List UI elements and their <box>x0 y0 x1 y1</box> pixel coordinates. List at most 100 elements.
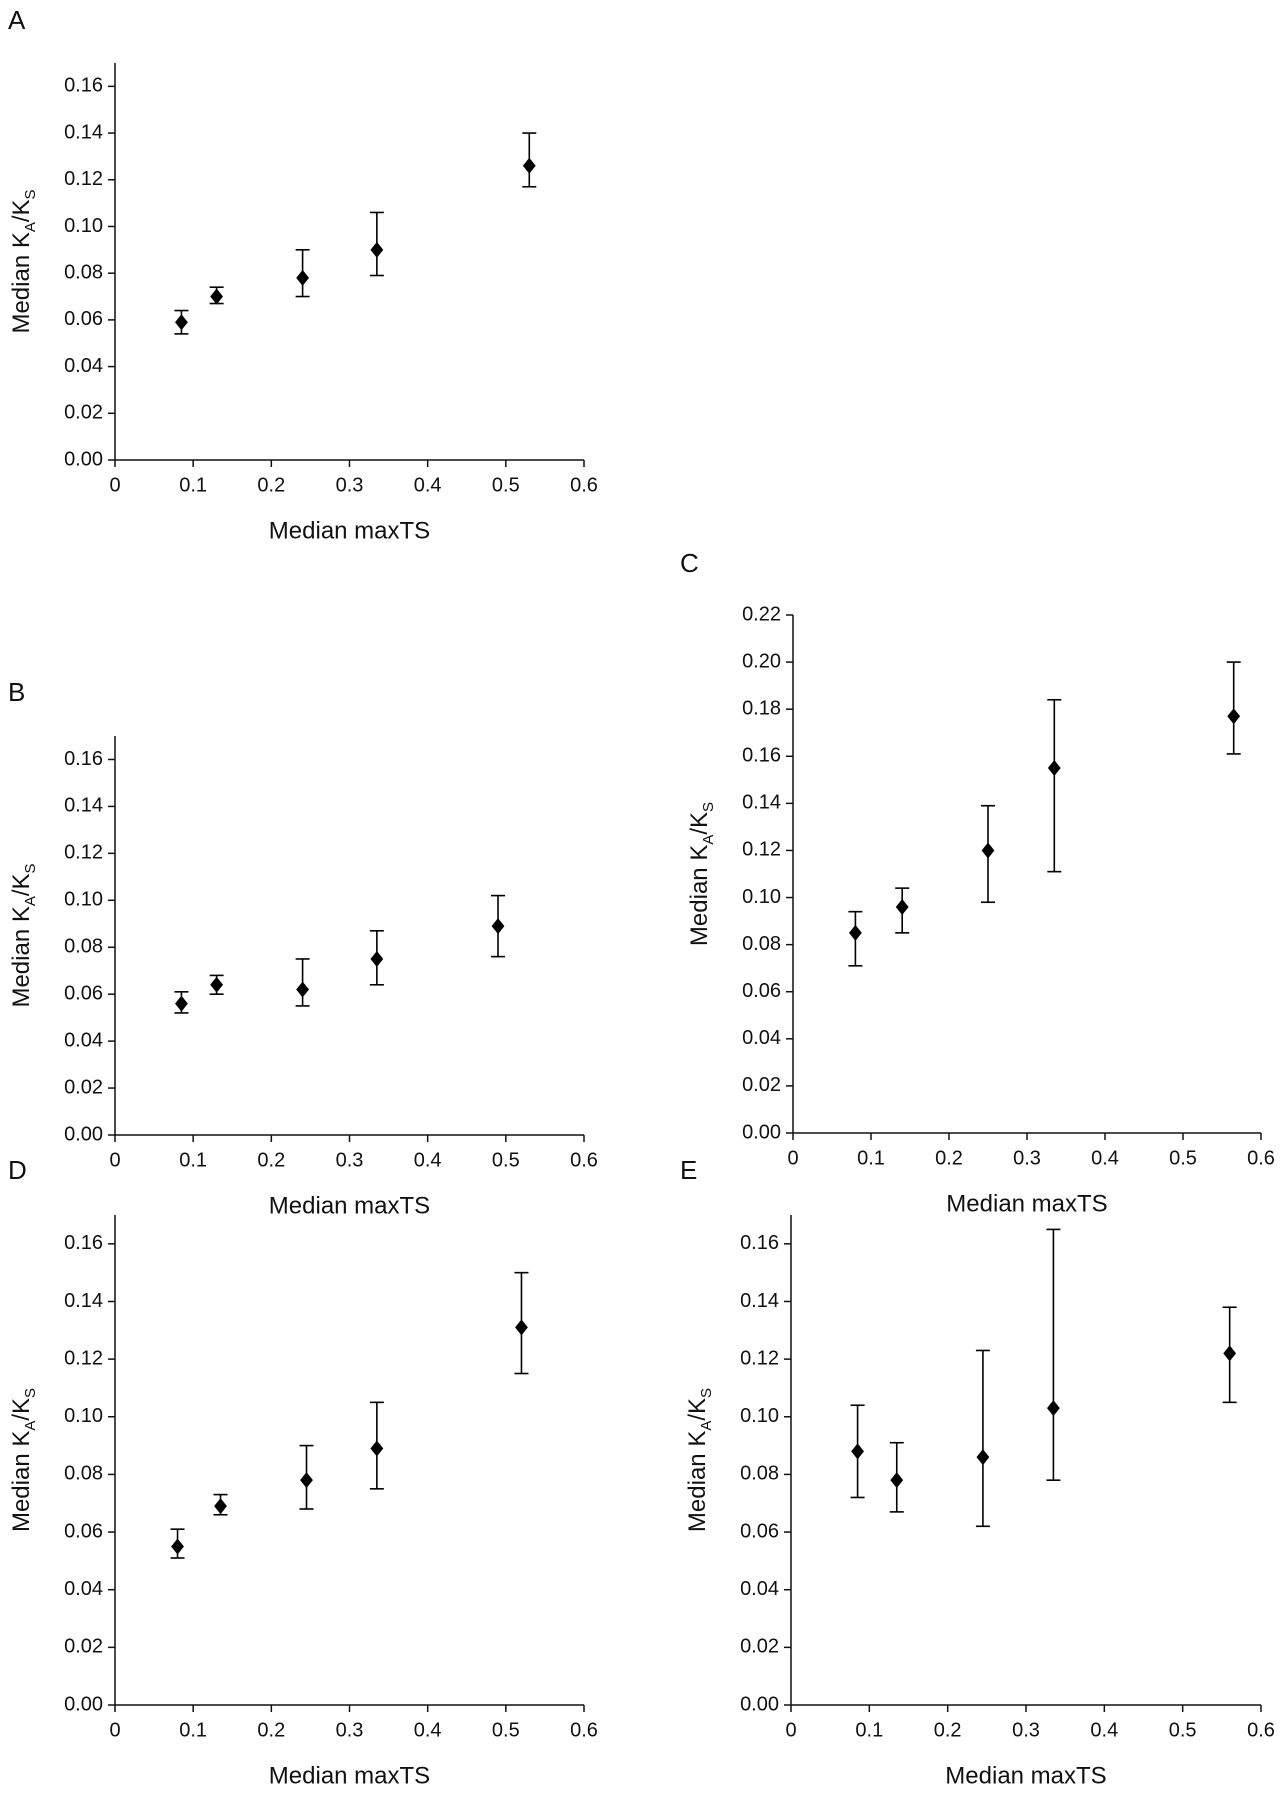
marker <box>210 976 224 993</box>
y-tick-label: 0.04 <box>742 1027 781 1049</box>
y-axis-title-subscript: A <box>700 835 717 845</box>
marker <box>890 1472 904 1489</box>
y-tick-label: 0.00 <box>64 448 103 470</box>
marker <box>175 314 188 331</box>
marker <box>370 241 384 258</box>
x-tick-label: 0.4 <box>414 1719 442 1741</box>
y-tick-label: 0.14 <box>64 1290 103 1312</box>
x-tick-label: 0 <box>109 1149 120 1171</box>
x-axis-title: Median maxTS <box>945 1762 1106 1789</box>
y-tick-label: 0.10 <box>64 889 103 911</box>
y-tick-label: 0.00 <box>742 1121 781 1143</box>
marker <box>1047 760 1061 777</box>
marker <box>522 157 536 174</box>
y-axis-title-part: /K <box>8 1398 35 1421</box>
y-axis-title-part: Median K <box>8 1431 35 1532</box>
x-tick-label: 0.4 <box>1091 1147 1119 1169</box>
x-tick-label: 0 <box>109 474 120 496</box>
y-tick-label: 0.08 <box>740 1463 779 1485</box>
y-axis-title: Median KA/KS <box>8 1388 39 1532</box>
y-axis-title: Median KA/KS <box>684 1388 715 1532</box>
x-tick-label: 0 <box>109 1719 120 1741</box>
x-tick-label: 0.5 <box>492 1149 520 1171</box>
y-tick-label: 0.14 <box>740 1290 779 1312</box>
marker <box>851 1443 864 1460</box>
y-axis-title-part: Median K <box>8 906 35 1007</box>
y-tick-label: 0.10 <box>64 1405 103 1427</box>
y-tick-label: 0.16 <box>742 745 781 767</box>
y-axis-title-subscript: S <box>22 189 39 199</box>
marker <box>300 1472 313 1489</box>
x-tick-label: 0.6 <box>1247 1147 1275 1169</box>
y-tick-label: 0.16 <box>740 1232 779 1254</box>
x-tick-label: 0.2 <box>935 1147 963 1169</box>
y-tick-label: 0.00 <box>740 1693 779 1715</box>
x-tick-label: 0.4 <box>1090 1719 1118 1741</box>
x-tick-label: 0.1 <box>179 1149 207 1171</box>
marker <box>296 981 309 998</box>
y-tick-label: 0.06 <box>740 1520 779 1542</box>
panel-label: A <box>8 5 26 35</box>
y-axis-title-part: /K <box>8 873 35 896</box>
x-tick-label: 0.2 <box>934 1719 962 1741</box>
marker <box>1223 1345 1237 1362</box>
x-tick-label: 0.6 <box>570 474 598 496</box>
marker <box>981 842 995 859</box>
x-tick-label: 0.5 <box>492 474 520 496</box>
x-tick-label: 0.6 <box>1247 1719 1275 1741</box>
y-tick-label: 0.22 <box>742 603 781 625</box>
x-axis-title: Median maxTS <box>269 517 430 544</box>
y-tick-label: 0.02 <box>64 402 103 424</box>
marker <box>370 950 384 967</box>
y-tick-label: 0.14 <box>64 795 103 817</box>
y-tick-label: 0.16 <box>64 1232 103 1254</box>
x-tick-label: 0.1 <box>179 1719 207 1741</box>
y-tick-label: 0.16 <box>64 748 103 770</box>
y-tick-label: 0.12 <box>64 168 103 190</box>
y-tick-label: 0.04 <box>64 355 103 377</box>
marker <box>849 924 862 941</box>
marker <box>1227 708 1241 725</box>
y-axis-title: Median KA/KS <box>8 189 39 333</box>
y-tick-label: 0.08 <box>64 936 103 958</box>
panel-label: E <box>680 1155 697 1185</box>
panel-label: B <box>8 677 25 707</box>
y-axis-title-subscript: A <box>22 1421 39 1431</box>
x-tick-label: 0.6 <box>570 1149 598 1171</box>
marker <box>214 1498 227 1515</box>
y-tick-label: 0.06 <box>742 980 781 1002</box>
x-tick-label: 0.3 <box>336 474 364 496</box>
y-tick-label: 0.04 <box>740 1578 779 1600</box>
x-axis-title: Median maxTS <box>269 1192 430 1219</box>
x-tick-label: 0 <box>787 1147 798 1169</box>
x-axis-title: Median maxTS <box>946 1190 1107 1217</box>
y-tick-label: 0.00 <box>64 1693 103 1715</box>
y-tick-label: 0.20 <box>742 650 781 672</box>
x-tick-label: 0.6 <box>570 1719 598 1741</box>
y-axis-title-subscript: S <box>22 863 39 873</box>
x-tick-label: 0.3 <box>336 1719 364 1741</box>
x-tick-label: 0.2 <box>257 1149 285 1171</box>
y-axis-title-subscript: A <box>22 896 39 906</box>
y-axis-title-part: /K <box>8 199 35 222</box>
x-tick-label: 0.4 <box>414 1149 442 1171</box>
x-tick-label: 0.3 <box>1013 1147 1041 1169</box>
x-tick-label: 0.4 <box>414 474 442 496</box>
y-tick-label: 0.18 <box>742 697 781 719</box>
y-axis-title-part: /K <box>684 1398 711 1421</box>
y-tick-label: 0.06 <box>64 308 103 330</box>
y-tick-label: 0.08 <box>64 261 103 283</box>
y-tick-label: 0.14 <box>64 121 103 143</box>
marker <box>515 1319 528 1336</box>
marker <box>491 918 505 935</box>
x-tick-label: 0.5 <box>1169 1719 1197 1741</box>
x-tick-label: 0.1 <box>857 1147 885 1169</box>
y-tick-label: 0.02 <box>740 1636 779 1658</box>
x-tick-label: 0.1 <box>855 1719 883 1741</box>
marker <box>1047 1400 1060 1417</box>
marker <box>175 995 188 1012</box>
x-tick-label: 0.3 <box>336 1149 364 1171</box>
marker <box>296 269 309 286</box>
y-tick-label: 0.16 <box>64 75 103 97</box>
y-axis-title-subscript: S <box>700 802 717 812</box>
